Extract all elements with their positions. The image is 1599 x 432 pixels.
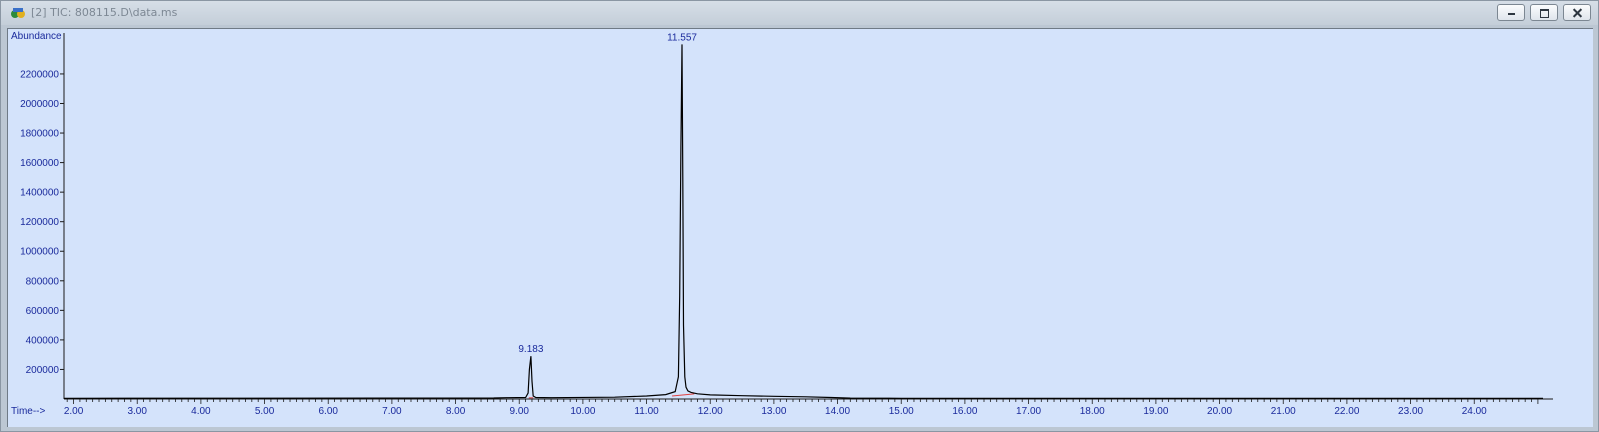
tic-trace (63, 44, 1543, 399)
x-tick-label: 8.00 (446, 406, 466, 417)
x-tick-label: 9.00 (509, 406, 529, 417)
x-tick-label: 13.00 (761, 406, 786, 417)
chromatogram-plot-area: Abundance 200000 400000 600000 800000 1000000… (7, 28, 1593, 427)
peak-label: 11.557 (667, 32, 697, 43)
x-tick-label: 18.00 (1080, 406, 1105, 417)
close-button[interactable] (1563, 4, 1591, 21)
x-tick-label: 7.00 (382, 406, 402, 417)
chemstation-app-icon (11, 8, 25, 18)
minimize-button[interactable] (1497, 4, 1525, 21)
x-tick-label: 24.00 (1462, 406, 1487, 417)
x-tick-label: 11.00 (634, 406, 659, 417)
x-tick-label: 3.00 (127, 406, 147, 417)
tic-chromatogram-chart: Abundance 200000 400000 600000 800000 1000000… (11, 31, 1553, 417)
title-bar[interactable]: [2] TIC: 808115.D\data.ms (1, 1, 1598, 25)
x-tick-label: 16.00 (952, 406, 977, 417)
y-tick-label: 2200000 (20, 69, 59, 80)
y-tick-label: 200000 (26, 365, 60, 376)
x-tick-label: 2.00 (64, 406, 84, 417)
peak-label: 9.183 (518, 344, 543, 355)
y-tick-label: 2000000 (20, 99, 59, 110)
x-axis-label: Time--> (11, 406, 46, 417)
x-tick-label: 15.00 (889, 406, 914, 417)
x-tick-label: 4.00 (191, 406, 211, 417)
y-tick-label: 600000 (26, 306, 60, 317)
integration-baseline (671, 393, 695, 397)
y-axis-label: Abundance (11, 31, 62, 42)
x-tick-label: 17.00 (1016, 406, 1041, 417)
x-tick-label: 22.00 (1334, 406, 1359, 417)
y-tick-label: 1600000 (20, 158, 59, 169)
x-tick-label: 6.00 (318, 406, 338, 417)
y-tick-label: 1800000 (20, 129, 59, 140)
y-tick-label: 1000000 (20, 247, 59, 258)
x-tick-label: 5.00 (255, 406, 275, 417)
x-tick-label: 10.00 (570, 406, 595, 417)
x-tick-label: 23.00 (1398, 406, 1423, 417)
x-tick-label: 19.00 (1143, 406, 1168, 417)
x-tick-label: 20.00 (1207, 406, 1232, 417)
x-tick-label: 14.00 (825, 406, 850, 417)
y-tick-label: 1200000 (20, 217, 59, 228)
x-tick-label: 12.00 (698, 406, 723, 417)
restore-button[interactable] (1530, 4, 1558, 21)
x-tick-label: 21.00 (1271, 406, 1296, 417)
y-tick-label: 800000 (26, 276, 60, 287)
y-tick-label: 1400000 (20, 188, 59, 199)
window-title: [2] TIC: 808115.D\data.ms (31, 6, 178, 19)
y-tick-label: 400000 (26, 335, 60, 346)
